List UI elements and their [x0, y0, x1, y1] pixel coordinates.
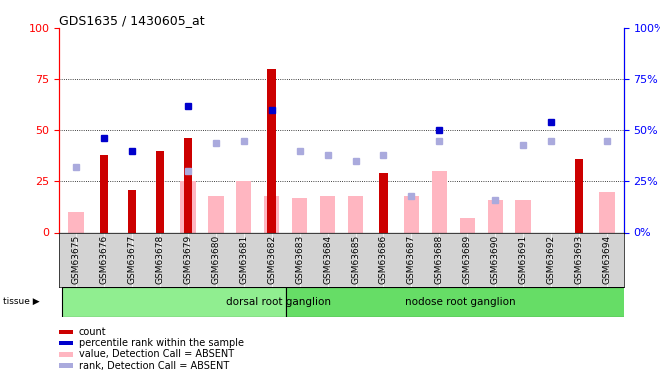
Bar: [488, 200, 503, 232]
Bar: [69, 212, 84, 232]
Text: GSM63675: GSM63675: [72, 235, 81, 285]
Bar: [292, 198, 308, 232]
Bar: [180, 182, 195, 232]
Text: GSM63688: GSM63688: [435, 235, 444, 285]
Text: GSM63692: GSM63692: [546, 235, 556, 284]
Text: GSM63693: GSM63693: [574, 235, 583, 285]
Text: GSM63680: GSM63680: [211, 235, 220, 285]
Text: GSM63686: GSM63686: [379, 235, 388, 285]
Bar: [459, 218, 475, 232]
Text: GSM63690: GSM63690: [490, 235, 500, 285]
Text: tissue ▶: tissue ▶: [3, 297, 40, 306]
Bar: [286, 287, 635, 317]
Text: GDS1635 / 1430605_at: GDS1635 / 1430605_at: [59, 14, 205, 27]
Text: GSM63691: GSM63691: [519, 235, 527, 285]
Bar: [348, 196, 363, 232]
Text: GSM63694: GSM63694: [603, 235, 611, 284]
Text: GSM63682: GSM63682: [267, 235, 277, 284]
Bar: [264, 196, 279, 232]
Bar: [100, 155, 108, 232]
Bar: [432, 171, 447, 232]
Text: GSM63687: GSM63687: [407, 235, 416, 285]
Bar: [320, 196, 335, 232]
Bar: [379, 173, 387, 232]
Bar: [515, 200, 531, 232]
Bar: [404, 196, 419, 232]
Text: GSM63689: GSM63689: [463, 235, 472, 285]
Text: GSM63679: GSM63679: [183, 235, 193, 285]
Text: GSM63685: GSM63685: [351, 235, 360, 285]
Text: GSM63681: GSM63681: [240, 235, 248, 285]
Text: nodose root ganglion: nodose root ganglion: [405, 297, 515, 307]
Text: percentile rank within the sample: percentile rank within the sample: [79, 338, 244, 348]
Bar: [236, 182, 251, 232]
Text: GSM63676: GSM63676: [100, 235, 109, 285]
Text: GSM63677: GSM63677: [127, 235, 137, 285]
Bar: [62, 287, 286, 317]
Text: GSM63684: GSM63684: [323, 235, 332, 284]
Text: rank, Detection Call = ABSENT: rank, Detection Call = ABSENT: [79, 361, 229, 370]
Bar: [208, 196, 224, 232]
Bar: [267, 69, 276, 232]
Text: value, Detection Call = ABSENT: value, Detection Call = ABSENT: [79, 350, 234, 359]
Bar: [128, 190, 136, 232]
Text: GSM63678: GSM63678: [156, 235, 164, 285]
Text: count: count: [79, 327, 106, 337]
Bar: [156, 151, 164, 232]
Text: GSM63683: GSM63683: [295, 235, 304, 285]
Bar: [183, 138, 192, 232]
Bar: [599, 192, 614, 232]
Bar: [575, 159, 583, 232]
Text: dorsal root ganglion: dorsal root ganglion: [226, 297, 331, 307]
